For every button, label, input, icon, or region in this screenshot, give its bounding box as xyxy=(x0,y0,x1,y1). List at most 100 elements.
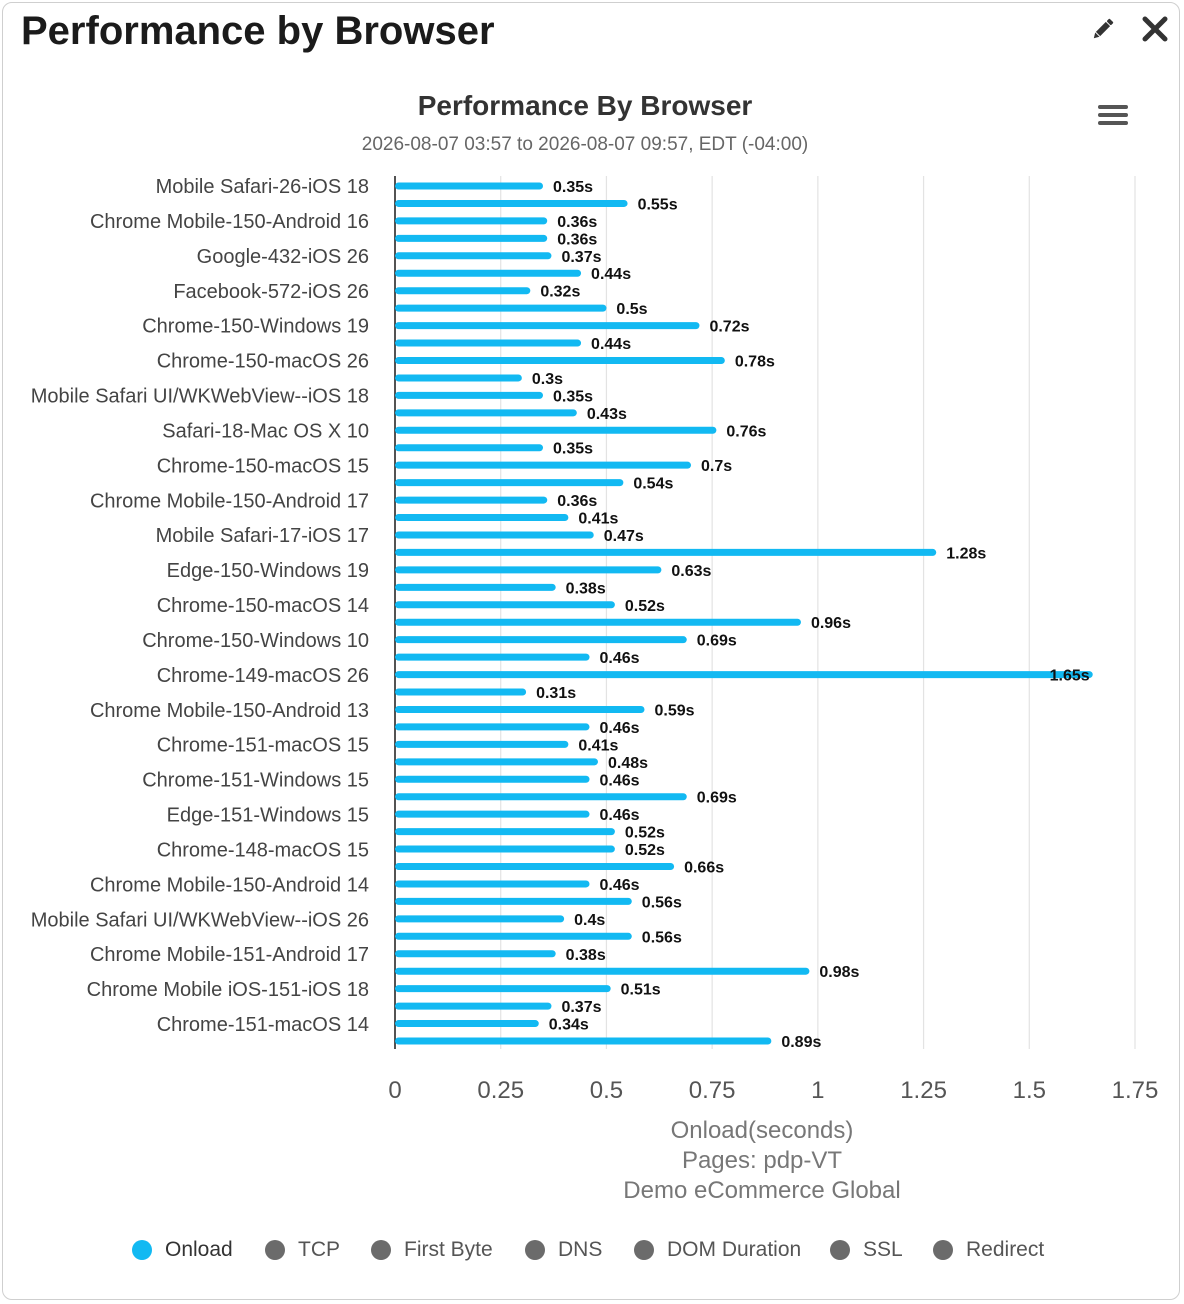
data-label: 0.47s xyxy=(604,528,644,545)
bar xyxy=(395,653,590,661)
category-label: Chrome Mobile-150-Android 14 xyxy=(90,874,369,896)
data-label: 0.69s xyxy=(697,633,737,650)
bar xyxy=(395,618,801,626)
bar xyxy=(395,461,691,469)
category-label: Chrome-151-Windows 15 xyxy=(142,770,369,792)
category-label: Google-432-iOS 26 xyxy=(197,246,369,268)
data-label: 0.37s xyxy=(561,999,601,1016)
bar xyxy=(395,775,590,783)
legend-item[interactable]: First Byte xyxy=(371,1232,493,1268)
x-tick-label: 1.75 xyxy=(1112,1077,1159,1104)
x-tick-label: 0.75 xyxy=(689,1077,736,1104)
category-label: Chrome-150-macOS 26 xyxy=(157,351,369,373)
category-label: Mobile Safari-26-iOS 18 xyxy=(156,176,369,198)
data-label: 0.56s xyxy=(642,929,682,946)
bar xyxy=(395,217,548,225)
legend-marker-icon xyxy=(634,1240,654,1260)
data-label: 0.41s xyxy=(578,511,618,528)
bar xyxy=(395,810,590,818)
bar xyxy=(395,880,590,888)
data-label: 0.52s xyxy=(625,842,665,859)
legend-item[interactable]: TCP xyxy=(265,1232,340,1268)
data-label: 0.34s xyxy=(549,1017,589,1034)
data-label: 0.52s xyxy=(625,598,665,615)
data-label: 0.46s xyxy=(600,720,640,737)
legend-item[interactable]: Redirect xyxy=(933,1232,1044,1268)
bar xyxy=(395,793,687,801)
data-label: 0.66s xyxy=(684,860,724,877)
bar xyxy=(395,356,725,364)
legend-label: DOM Duration xyxy=(667,1238,802,1261)
data-label: 0.44s xyxy=(591,336,631,353)
bar xyxy=(395,636,687,644)
bar-chart: Performance By Browser 2026-08-07 03:57 t… xyxy=(31,90,1159,1204)
data-label: 0.7s xyxy=(701,458,732,475)
data-label: 0.46s xyxy=(600,807,640,824)
data-label: 0.98s xyxy=(819,964,859,981)
data-label: 1.28s xyxy=(946,545,986,562)
bar xyxy=(395,1037,772,1045)
x-tick-label: 0 xyxy=(388,1077,401,1104)
close-icon[interactable] xyxy=(1140,14,1170,44)
bar xyxy=(395,863,675,871)
pencil-icon[interactable] xyxy=(1088,14,1118,44)
category-label: Chrome-150-macOS 15 xyxy=(157,455,369,477)
legend-item[interactable]: DOM Duration xyxy=(634,1232,801,1268)
data-label: 0.38s xyxy=(566,947,606,964)
legend-item[interactable]: DNS xyxy=(525,1232,602,1268)
panel-title: Performance by Browser xyxy=(21,9,495,53)
bar xyxy=(395,1020,539,1028)
bar xyxy=(395,444,543,452)
data-label: 0.46s xyxy=(600,877,640,894)
data-label: 0.48s xyxy=(608,755,648,772)
category-label: Chrome-150-macOS 14 xyxy=(157,595,369,617)
bar xyxy=(395,705,645,713)
category-label: Edge-150-Windows 19 xyxy=(167,560,369,582)
bar xyxy=(395,548,937,556)
data-label: 0.96s xyxy=(811,615,851,632)
category-label: Mobile Safari UI/WKWebView--iOS 26 xyxy=(31,909,369,931)
data-label: 0.44s xyxy=(591,266,631,283)
legend-marker-icon xyxy=(933,1240,953,1260)
bar xyxy=(395,252,552,260)
data-label: 0.56s xyxy=(642,894,682,911)
data-label: 0.76s xyxy=(726,423,766,440)
data-label: 0.5s xyxy=(616,301,647,318)
bar xyxy=(395,828,615,836)
data-label: 0.72s xyxy=(709,319,749,336)
category-label: Chrome-149-macOS 26 xyxy=(157,665,369,687)
bar xyxy=(395,897,632,905)
category-label: Chrome-151-macOS 14 xyxy=(157,1014,369,1036)
legend-label: DNS xyxy=(558,1238,603,1261)
bar xyxy=(395,601,615,609)
hamburger-menu-icon[interactable] xyxy=(1096,100,1130,130)
data-label: 0.46s xyxy=(600,772,640,789)
bar xyxy=(395,234,548,242)
x-axis-subtitle: Pages: pdp-VT xyxy=(682,1147,842,1174)
bar xyxy=(395,374,522,382)
bar xyxy=(395,740,569,748)
category-label: Chrome Mobile-150-Android 13 xyxy=(90,700,369,722)
data-label: 0.36s xyxy=(557,231,597,248)
data-label: 0.69s xyxy=(697,790,737,807)
bar xyxy=(395,304,607,312)
bar xyxy=(395,758,598,766)
category-label: Mobile Safari-17-iOS 17 xyxy=(156,525,369,547)
data-label: 0.63s xyxy=(671,563,711,580)
category-label: Chrome-150-Windows 19 xyxy=(142,316,369,338)
bar xyxy=(395,479,624,487)
category-label: Chrome Mobile-150-Android 16 xyxy=(90,211,369,233)
data-label: 0.35s xyxy=(553,441,593,458)
legend-item[interactable]: Onload xyxy=(132,1232,233,1268)
legend-item[interactable]: SSL xyxy=(830,1232,903,1268)
category-label: Chrome Mobile iOS-151-iOS 18 xyxy=(87,979,369,1001)
bar xyxy=(395,199,628,207)
x-tick-label: 0.5 xyxy=(590,1077,623,1104)
data-label: 1.65s xyxy=(1050,668,1090,685)
data-label: 0.46s xyxy=(600,650,640,667)
chart-subtitle: 2026-08-07 03:57 to 2026-08-07 09:57, ED… xyxy=(362,134,808,155)
category-label: Chrome Mobile-150-Android 17 xyxy=(90,490,369,512)
data-label: 0.55s xyxy=(638,196,678,213)
category-label: Chrome-148-macOS 15 xyxy=(157,839,369,861)
